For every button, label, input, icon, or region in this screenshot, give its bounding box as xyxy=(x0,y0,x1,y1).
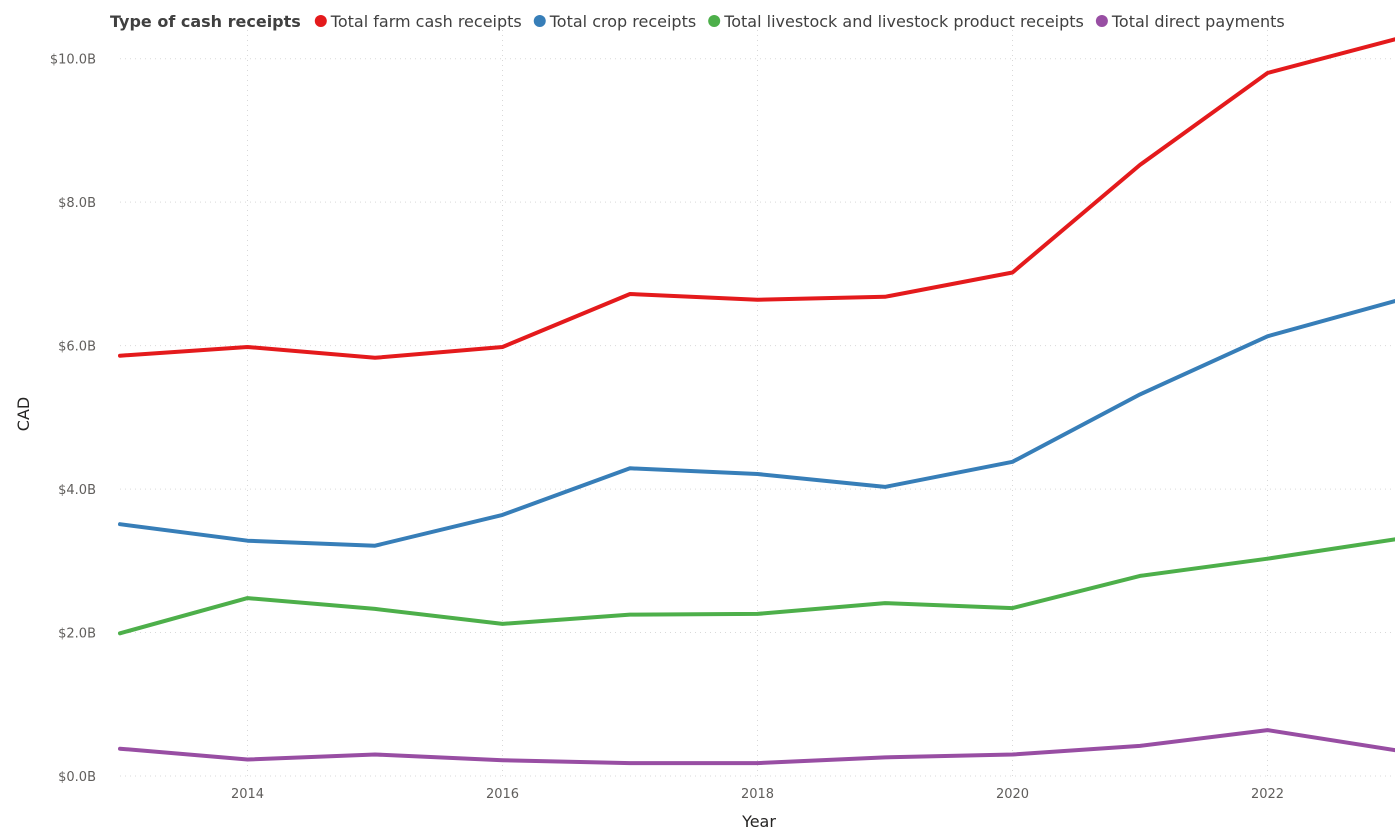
x-tick-label: 2016 xyxy=(486,787,519,802)
series-line-1 xyxy=(118,37,1395,360)
y-tick-label: $2.0B xyxy=(58,627,96,642)
x-tick-label: 2018 xyxy=(741,787,774,802)
x-axis-ticks: 2014 2016 2018 2020 2022 xyxy=(231,787,1284,802)
y-axis-title: CAD xyxy=(14,397,33,431)
grid xyxy=(120,30,1395,777)
x-tick-label: 2020 xyxy=(996,787,1029,802)
legend-marker-2 xyxy=(533,15,546,27)
y-tick-label: $0.0B xyxy=(58,770,96,785)
legend: Type of cash receipts Total farm cash re… xyxy=(110,12,1285,31)
y-tick-label: $4.0B xyxy=(58,483,96,498)
series-line-3 xyxy=(118,537,1395,636)
legend-item-4: Total direct payments xyxy=(1111,12,1285,31)
series-line-2 xyxy=(118,299,1395,548)
y-tick-label: $8.0B xyxy=(58,196,96,211)
y-axis-ticks: $0.0B $2.0B $4.0B $6.0B $8.0B $10.0B xyxy=(50,53,96,785)
y-tick-label: $6.0B xyxy=(58,340,96,355)
legend-item-1: Total farm cash receipts xyxy=(330,12,522,31)
series-line-4 xyxy=(118,728,1395,766)
x-axis-title: Year xyxy=(741,812,776,830)
y-tick-label: $10.0B xyxy=(50,53,96,68)
legend-marker-4 xyxy=(1095,15,1108,27)
legend-marker-1 xyxy=(314,15,327,27)
x-tick-label: 2014 xyxy=(231,787,264,802)
x-tick-label: 2022 xyxy=(1251,787,1284,802)
series-lines xyxy=(118,37,1395,766)
legend-marker-3 xyxy=(708,15,721,27)
legend-item-2: Total crop receipts xyxy=(549,12,696,31)
legend-item-3: Total livestock and livestock product re… xyxy=(723,12,1084,31)
legend-title: Type of cash receipts xyxy=(110,12,301,31)
